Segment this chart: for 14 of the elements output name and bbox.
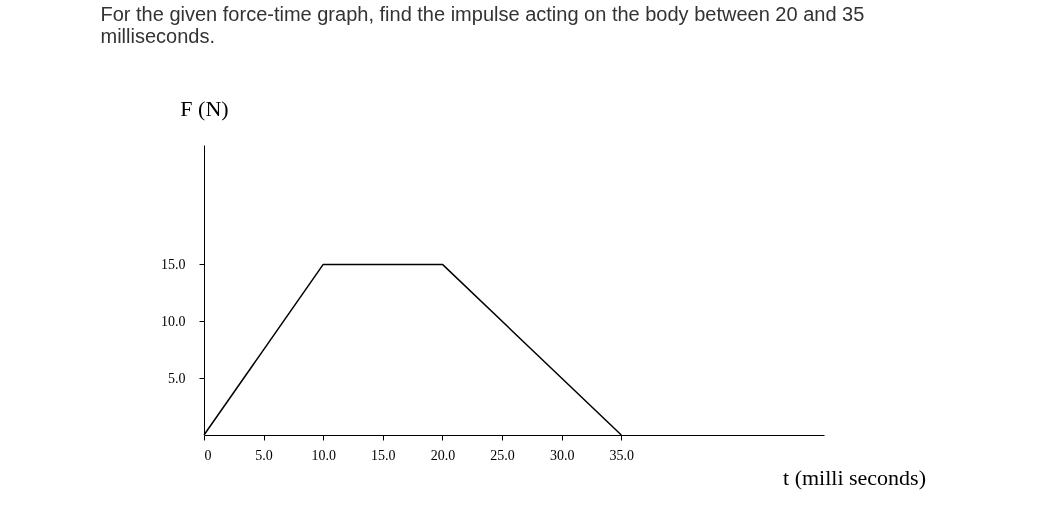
x-tick-label: 30.0 bbox=[549, 447, 575, 463]
x-tick-label: 5.0 bbox=[255, 447, 273, 463]
y-tick-label: 10.0 bbox=[161, 313, 186, 329]
x-tick-label: 20.0 bbox=[430, 447, 456, 463]
x-tick-label: 0 bbox=[204, 447, 212, 463]
x-tick-label: 35.0 bbox=[609, 447, 635, 463]
x-axis-title: t (milli seconds) bbox=[783, 464, 926, 490]
y-tick-label: 15.0 bbox=[161, 256, 186, 272]
y-tick-label: 5.0 bbox=[168, 370, 186, 386]
y-axis-title: F (N) bbox=[180, 95, 229, 121]
x-tick-label: 15.0 bbox=[371, 447, 396, 463]
x-tick-label: 25.0 bbox=[490, 447, 515, 463]
x-tick-label: 10.0 bbox=[311, 447, 336, 463]
chart-title: For the given force-time graph, find the impulse acting on the body between 20 and 35 milliseconds. bbox=[100, 3, 865, 47]
